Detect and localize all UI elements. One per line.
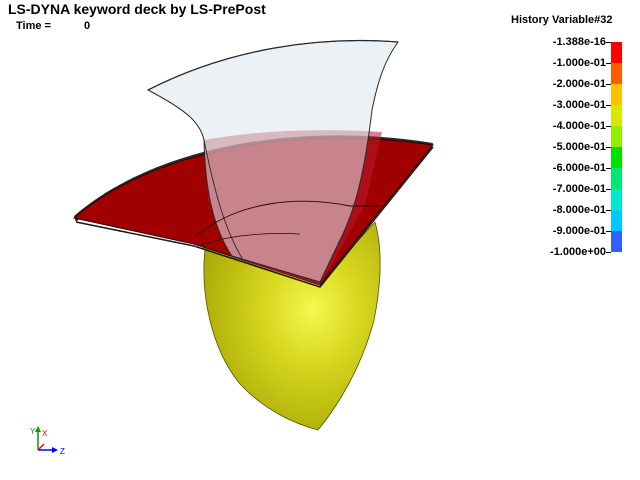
legend-title: History Variable#32 (511, 14, 613, 26)
colorbar-segment (611, 168, 622, 189)
colorbar-segment (611, 42, 622, 63)
colorbar-segment (611, 63, 622, 84)
legend-colorbar (606, 42, 622, 253)
legend-label: -1.000e-01 (552, 57, 606, 69)
y-axis-arrow (35, 426, 41, 432)
time-label: Time = (16, 20, 51, 32)
colorbar-tick (606, 252, 611, 253)
legend-label: -6.000e-01 (552, 162, 606, 174)
legend-label: -8.000e-01 (552, 204, 606, 216)
colorbar-tick (606, 63, 611, 64)
colorbar-tick (606, 189, 611, 190)
axis-triad: X Y Z (30, 426, 65, 456)
colorbar-segment (611, 231, 622, 252)
colorbar-tick (606, 231, 611, 232)
legend-label: -7.000e-01 (552, 183, 606, 195)
colorbar-segment (611, 126, 622, 147)
colorbar-tick (606, 147, 611, 148)
punch-part[interactable] (200, 221, 381, 431)
legend-label: -2.000e-01 (552, 78, 606, 90)
legend-label: -4.000e-01 (552, 120, 606, 132)
legend-label: -1.000e+00 (550, 246, 606, 258)
colorbar-segment (611, 84, 622, 105)
die-curve (197, 233, 301, 247)
legend-label: -9.000e-01 (552, 225, 606, 237)
legend-label: -1.388e-16 (552, 36, 606, 48)
colorbar-segment (611, 147, 622, 168)
colorbar-tick (606, 126, 611, 127)
colorbar-segment (611, 189, 622, 210)
legend-label: -3.000e-01 (552, 99, 606, 111)
colorbar-tick (606, 105, 611, 106)
colorbar-segment (611, 105, 622, 126)
x-axis-label: X (42, 429, 48, 438)
legend-label: -5.000e-01 (552, 141, 606, 153)
sheet-front-edge (75, 146, 434, 288)
x-axis-line (37, 443, 45, 451)
colorbar-tick (606, 84, 611, 85)
y-axis-label: Y (30, 427, 36, 436)
die-curve (203, 139, 243, 259)
colorbar-segment (611, 210, 622, 231)
time-readout: Time = 0 (16, 20, 90, 32)
colorbar-tick (606, 168, 611, 169)
z-axis-label: Z (60, 447, 65, 456)
colorbar-tick (606, 42, 611, 43)
app-title: LS-DYNA keyword deck by LS-PrePost (8, 1, 266, 17)
time-value: 0 (84, 20, 91, 32)
colorbar-tick (606, 210, 611, 211)
die-rim (147, 39, 399, 91)
die-curve (195, 200, 380, 237)
z-axis-arrow (52, 447, 58, 453)
